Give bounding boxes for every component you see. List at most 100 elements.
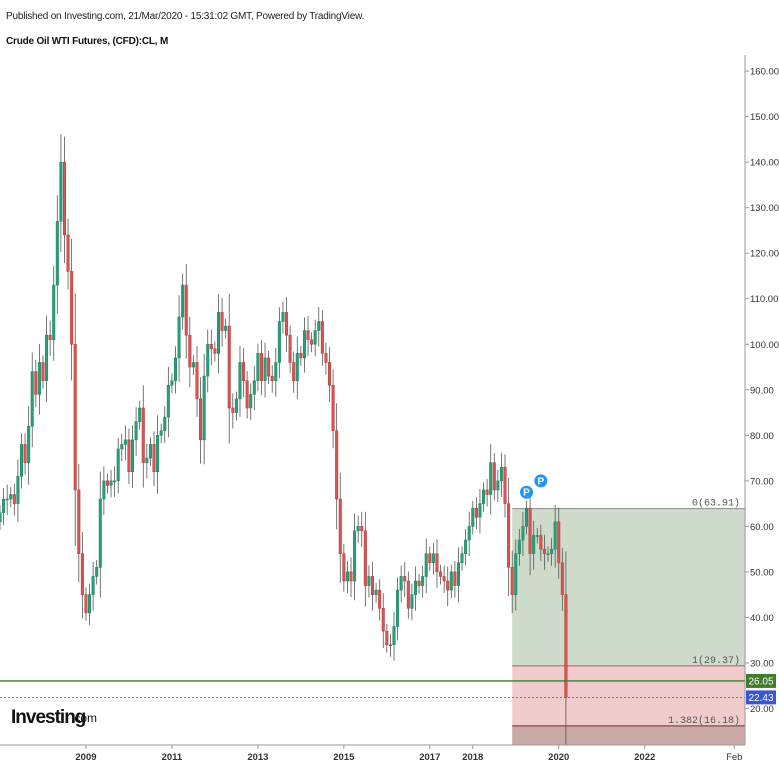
candle	[560, 547, 564, 611]
candle-down	[245, 380, 249, 409]
candle-down	[539, 535, 543, 550]
candle-down	[349, 571, 353, 582]
candle-up	[302, 330, 306, 359]
candle-up	[55, 221, 59, 286]
candle	[163, 406, 167, 443]
candle	[492, 453, 496, 501]
candle-up	[191, 362, 195, 368]
candle	[517, 529, 521, 566]
candle-up	[174, 357, 178, 381]
candle	[306, 316, 310, 356]
candle	[453, 560, 457, 598]
candle-down	[528, 507, 532, 554]
candle	[131, 425, 135, 489]
candle	[446, 566, 450, 607]
candle	[9, 487, 13, 508]
candle-up	[277, 321, 281, 363]
candle-down	[306, 330, 310, 340]
candle-down	[439, 571, 443, 577]
x-tick-label: 2013	[247, 752, 268, 763]
logo-text: Investing	[11, 707, 86, 728]
candle-up	[356, 526, 360, 532]
candles-layer	[0, 134, 568, 745]
candle-down	[335, 430, 339, 500]
candle	[345, 560, 349, 594]
price-badge-bg	[746, 690, 776, 705]
price-badge-label: 26.05	[748, 676, 773, 687]
candle-down	[403, 576, 407, 582]
candle-down	[66, 234, 70, 272]
candle	[442, 565, 446, 594]
candle	[471, 500, 475, 535]
candle	[177, 295, 181, 382]
candle	[299, 346, 303, 366]
candle-down	[378, 589, 382, 609]
y-tick-label: 20.00	[750, 704, 774, 715]
candle-down	[12, 494, 16, 504]
candle	[159, 423, 163, 444]
candle	[406, 571, 410, 619]
candle-up	[396, 589, 400, 627]
candle	[231, 393, 235, 429]
y-tick-label: 130.00	[750, 203, 779, 214]
candle-down	[385, 630, 389, 645]
candle	[496, 469, 500, 502]
x-tick-label: Feb	[726, 752, 742, 763]
candle-up	[317, 321, 321, 331]
price-axis[interactable]: 160.00 150.00 140.00 130.00 120.00 110.00 100.…	[745, 67, 779, 715]
candle-up	[431, 553, 435, 564]
candle	[216, 294, 220, 374]
candle-down	[209, 344, 213, 350]
candle	[535, 528, 539, 544]
candle	[507, 477, 511, 596]
candle	[238, 346, 242, 417]
y-tick-label: 50.00	[750, 567, 774, 578]
candle	[249, 383, 253, 421]
candle	[267, 350, 271, 385]
candle	[34, 359, 38, 408]
candle	[374, 582, 378, 603]
candle-up	[467, 526, 471, 541]
candle-up	[148, 444, 152, 459]
time-axis[interactable]: 2009 2011 2013 2015 2017 2018 2020 2022 Feb	[75, 745, 742, 763]
annotation-markers: PP	[520, 474, 548, 499]
candle	[381, 593, 385, 648]
candle	[550, 538, 554, 566]
candle	[367, 565, 371, 598]
candle	[98, 471, 102, 598]
candle-up	[2, 498, 6, 513]
candle	[224, 318, 228, 339]
y-tick-label: 70.00	[750, 476, 774, 487]
candle	[123, 425, 127, 461]
candle-down	[152, 444, 156, 472]
candle	[503, 454, 507, 518]
candle	[413, 566, 417, 611]
candle	[174, 346, 178, 394]
candle	[349, 557, 353, 598]
candle	[449, 564, 453, 599]
candle-up	[550, 548, 554, 554]
candle	[116, 437, 120, 494]
candle	[277, 307, 281, 379]
candle-down	[127, 439, 131, 472]
candle-up	[424, 553, 428, 577]
candle	[209, 329, 213, 365]
candle-up	[274, 362, 278, 381]
candle-up	[449, 571, 453, 591]
candle-up	[256, 353, 260, 381]
candle	[152, 431, 156, 487]
candle	[499, 452, 503, 497]
candle	[270, 365, 274, 393]
candle-down	[242, 362, 246, 381]
candle-down	[227, 325, 231, 409]
candle-down	[41, 362, 45, 381]
candle	[48, 320, 52, 356]
x-tick-label: 2017	[419, 752, 440, 763]
candle-down	[259, 353, 263, 381]
candle	[52, 265, 56, 361]
fib-level-label: 1(29.37)	[692, 655, 740, 667]
candle-up	[52, 284, 56, 340]
candle	[525, 500, 529, 535]
candle	[242, 347, 246, 397]
